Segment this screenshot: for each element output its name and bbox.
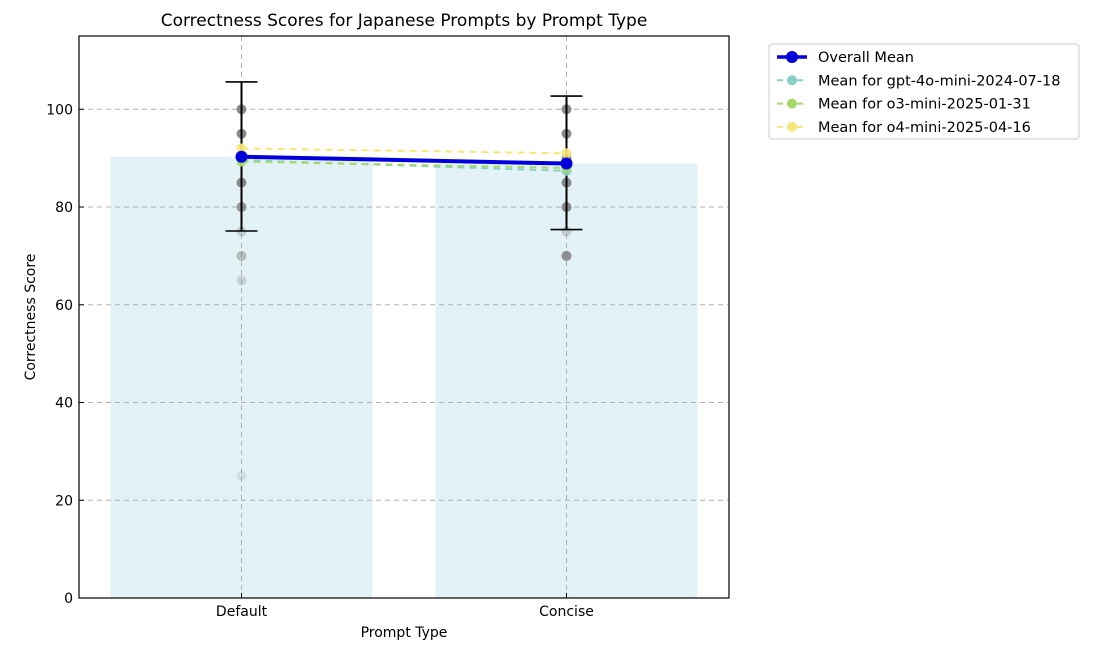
y-tick-label: 40 — [55, 396, 73, 412]
series-marker-mean-for-o4-mini-2025-04-16 — [236, 143, 247, 154]
plot-area: 0 20 40 60 80 100 Default Concise — [46, 35, 730, 620]
legend-marker — [787, 98, 797, 109]
legend: Overall Mean Mean for gpt-4o-mini-2024-07… — [768, 43, 1080, 140]
y-tick-label: 20 — [55, 493, 73, 509]
y-axis-label: Correctness Score — [23, 254, 39, 381]
x-axis-label: Prompt Type — [361, 625, 448, 641]
data-point — [236, 470, 247, 481]
legend-label: Mean for o3-mini-2025-01-31 — [818, 97, 1031, 113]
legend-label: Mean for gpt-4o-mini-2024-07-18 — [818, 73, 1060, 89]
legend-marker — [787, 75, 797, 86]
data-point — [561, 250, 572, 261]
y-tick-label: 100 — [46, 102, 73, 118]
series-marker-overall-mean — [560, 157, 573, 170]
legend-label: Mean for o4-mini-2025-04-16 — [818, 120, 1031, 136]
series-marker-overall-mean — [235, 150, 248, 163]
data-point — [236, 250, 247, 261]
series-line-mean-for-o3-mini-2025-01-31 — [241, 160, 567, 169]
chart-title: Correctness Scores for Japanese Prompts … — [161, 11, 648, 31]
axes-frame — [78, 35, 730, 599]
y-tick-label: 0 — [64, 591, 73, 607]
legend-label: Overall Mean — [818, 50, 914, 66]
legend-marker — [786, 51, 798, 63]
series-line-overall-mean — [241, 154, 567, 166]
series-line-mean-for-o4-mini-2025-04-16 — [241, 147, 567, 155]
series-marker-mean-for-o4-mini-2025-04-16 — [561, 148, 572, 159]
legend-marker — [787, 121, 797, 132]
y-tick-label: 60 — [55, 298, 73, 314]
data-point — [236, 275, 247, 286]
x-tick-label: Default — [216, 604, 268, 620]
y-tick-label: 80 — [55, 200, 73, 216]
legend-box — [768, 43, 1080, 140]
x-tick-label: Concise — [539, 604, 594, 620]
